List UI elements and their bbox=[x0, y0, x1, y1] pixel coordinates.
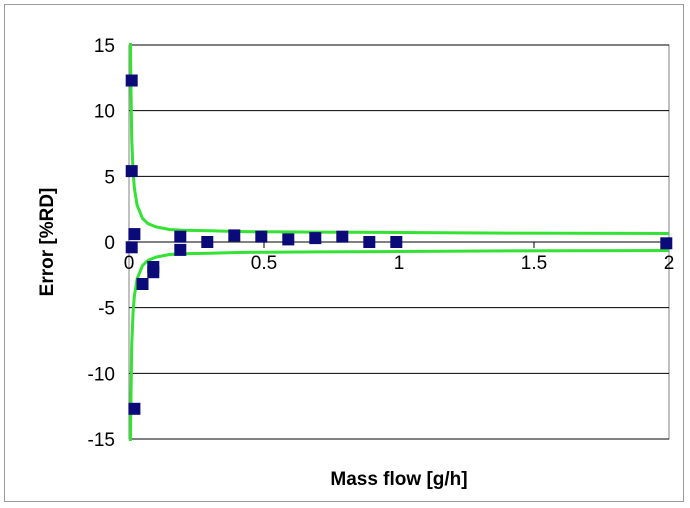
data-point bbox=[309, 232, 322, 245]
data-point bbox=[336, 230, 349, 243]
data-point bbox=[147, 266, 160, 279]
y-tick-label: -5 bbox=[98, 299, 115, 320]
x-tick-labels: 0 0.5 1 1.5 2 bbox=[124, 253, 675, 274]
y-tick-label: 15 bbox=[94, 36, 115, 57]
scatter-chart: 15 10 5 0 -5 -10 -15 0 0.5 1 1.5 2 Error [%RD] Mas… bbox=[37, 36, 675, 490]
chart-frame: 15 10 5 0 -5 -10 -15 0 0.5 1 1.5 2 Error [%RD] Mas… bbox=[4, 4, 684, 502]
upper-envelope-line bbox=[129, 43, 670, 235]
data-point bbox=[201, 236, 214, 248]
x-tick-label: 1 bbox=[394, 253, 405, 274]
y-tick-label: -15 bbox=[88, 430, 115, 451]
y-axis-title: Error [%RD] bbox=[37, 188, 58, 297]
data-point bbox=[125, 241, 138, 254]
data-point bbox=[660, 237, 673, 250]
y-tick-label: 0 bbox=[104, 233, 115, 254]
data-point bbox=[363, 236, 376, 248]
data-point bbox=[125, 165, 138, 178]
lower-envelope-line bbox=[129, 249, 670, 441]
data-point bbox=[282, 233, 295, 246]
y-tick-label: -10 bbox=[88, 364, 115, 385]
data-point bbox=[136, 278, 149, 290]
data-point bbox=[128, 228, 141, 241]
data-point bbox=[390, 236, 403, 248]
data-point bbox=[174, 243, 187, 256]
data-points bbox=[125, 74, 673, 415]
x-axis-title: Mass flow [g/h] bbox=[330, 469, 467, 490]
x-tick-label: 1.5 bbox=[521, 253, 547, 274]
data-point bbox=[174, 230, 187, 243]
y-tick-label: 5 bbox=[104, 167, 115, 188]
y-tick-label: 10 bbox=[94, 102, 115, 123]
x-tick-label: 2 bbox=[664, 253, 675, 274]
x-tick-label: 0.5 bbox=[251, 253, 277, 274]
data-point bbox=[255, 230, 268, 243]
data-point bbox=[228, 229, 241, 242]
data-point bbox=[125, 74, 138, 87]
x-tick-label: 0 bbox=[124, 253, 135, 274]
y-tick-labels: 15 10 5 0 -5 -10 -15 bbox=[88, 36, 115, 451]
data-point bbox=[128, 402, 141, 415]
